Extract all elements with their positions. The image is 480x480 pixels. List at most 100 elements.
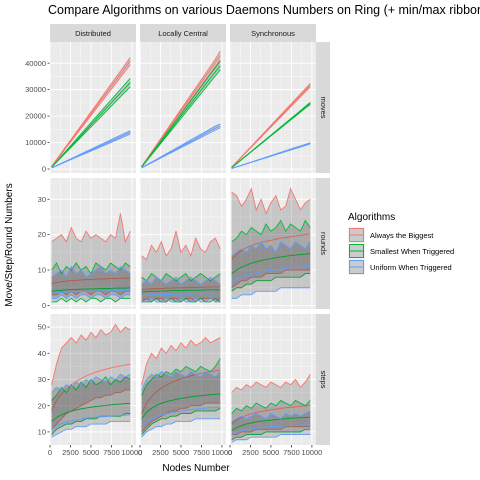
line-mean-smallest-when-triggered	[51, 82, 131, 168]
facet-strip-label: moves	[319, 96, 328, 118]
legend-item-always-the-biggest: Always the Biggest	[348, 227, 434, 243]
line-max-smallest-when-triggered	[231, 399, 311, 414]
line-mean-uniform-when-triggered	[141, 292, 221, 297]
x-tick-label: 7500	[193, 448, 210, 457]
facet-strip-moves: moves	[316, 42, 330, 173]
x-tick-label: 10000	[301, 448, 322, 457]
y-tick-label: 0	[42, 165, 46, 174]
line-max-smallest-when-triggered	[51, 376, 131, 401]
line-mean-always-the-biggest	[231, 233, 311, 260]
line-mean-smallest-when-triggered	[231, 416, 311, 432]
x-tick-label: 2500	[62, 448, 79, 457]
line-min-smallest-when-triggered	[231, 428, 311, 441]
line-mean-uniform-when-triggered	[231, 266, 311, 283]
line-max-uniform-when-triggered	[51, 373, 131, 393]
y-tick-label: 20	[38, 401, 46, 410]
line-max-always-the-biggest	[51, 323, 131, 385]
facet-strip-rounds: rounds	[316, 178, 330, 309]
panel-rounds-locally-central	[139, 178, 226, 309]
line-mean-uniform-when-triggered	[141, 125, 221, 169]
line-max-uniform-when-triggered	[231, 240, 311, 257]
facet-strip-label: Distributed	[75, 29, 111, 38]
line-mean-uniform-when-triggered	[231, 142, 311, 169]
line-mean-smallest-when-triggered	[231, 103, 311, 169]
panel-background	[230, 42, 316, 173]
facet-strip-steps: steps	[316, 314, 330, 445]
line-max-smallest-when-triggered	[141, 60, 221, 168]
y-tick-label: 30000	[25, 85, 46, 94]
y-tick-label: 40000	[25, 59, 46, 68]
line-min-uniform-when-triggered	[231, 287, 311, 299]
panel-moves-locally-central	[139, 42, 226, 173]
line-min-uniform-when-triggered	[141, 297, 221, 303]
line-max-always-the-biggest	[51, 213, 131, 244]
panel-rounds-synchronous	[229, 178, 316, 309]
line-mean-uniform-when-triggered	[231, 424, 311, 435]
x-tick-label: 0	[48, 448, 52, 457]
line-mean-always-the-biggest	[51, 60, 131, 167]
line-min-uniform-when-triggered	[51, 420, 131, 438]
x-axis-title: Nodes Number	[162, 463, 230, 474]
line-max-always-the-biggest	[141, 230, 221, 261]
y-tick-label: 30	[38, 375, 46, 384]
legend: Algorithms Always the Biggest Smallest Wh…	[348, 212, 454, 275]
panel-moves-distributed	[49, 42, 136, 173]
line-max-uniform-when-triggered	[231, 410, 311, 422]
line-mean-smallest-when-triggered	[141, 289, 221, 293]
line-mean-smallest-when-triggered	[51, 402, 131, 422]
line-mean-uniform-when-triggered	[51, 131, 131, 169]
y-tick-label: 10000	[25, 138, 46, 147]
line-mean-always-the-biggest	[231, 404, 311, 425]
line-max-smallest-when-triggered	[231, 219, 311, 243]
line-min-smallest-when-triggered	[141, 407, 221, 435]
facet-strip-label: Locally Central	[158, 29, 208, 38]
x-tick-label: 0	[138, 448, 142, 457]
line-max-uniform-when-triggered	[141, 371, 221, 391]
y-tick-label: 20	[38, 230, 46, 239]
ribbon-always-the-biggest	[51, 324, 131, 430]
facet-strip-distributed: Distributed	[50, 24, 136, 42]
y-tick-label: 10	[38, 428, 46, 437]
line-max-always-the-biggest	[141, 336, 221, 385]
y-tick-label: 50	[38, 323, 46, 332]
ribbon-smallest-when-triggered	[51, 376, 131, 435]
line-min-smallest-when-triggered	[51, 413, 131, 435]
facet-strip-label: rounds	[319, 232, 328, 255]
panel-steps-distributed	[49, 314, 136, 445]
line-max-uniform-when-triggered	[141, 276, 221, 285]
line-max-uniform-when-triggered	[51, 265, 131, 279]
legend-title: Algorithms	[348, 212, 395, 223]
y-tick-label: 20000	[25, 112, 46, 121]
ribbon-always-the-biggest	[231, 374, 311, 435]
legend-label: Smallest When Triggered	[370, 247, 454, 256]
legend-label: Always the Biggest	[370, 231, 434, 240]
line-min-always-the-biggest	[141, 402, 221, 433]
ribbon-uniform-when-triggered	[141, 371, 221, 438]
panel-steps-synchronous	[229, 314, 316, 445]
line-mean-smallest-when-triggered	[141, 65, 221, 168]
line-max-always-the-biggest	[231, 187, 311, 215]
line-mean-smallest-when-triggered	[231, 252, 311, 274]
line-min-uniform-when-triggered	[231, 434, 311, 443]
x-tick-label: 0	[228, 448, 232, 457]
legend-items: Always the Biggest Smallest When Triggere…	[348, 227, 454, 275]
panel-background	[50, 42, 136, 173]
panel-rounds-distributed	[49, 178, 136, 309]
legend-item-smallest-when-triggered: Smallest When Triggered	[348, 243, 454, 259]
line-mean-always-the-biggest	[231, 84, 311, 168]
line-mean-always-the-biggest	[141, 55, 221, 167]
line-min-uniform-when-triggered	[51, 294, 131, 299]
line-max-always-the-biggest	[231, 374, 311, 393]
x-tick-label: 2500	[242, 448, 259, 457]
line-mean-always-the-biggest	[141, 286, 221, 291]
line-mean-always-the-biggest	[51, 277, 131, 284]
ribbon-always-the-biggest	[141, 337, 221, 432]
x-tick-label: 2500	[152, 448, 169, 457]
line-min-smallest-when-triggered	[141, 297, 221, 303]
panel-steps-locally-central	[139, 314, 226, 445]
x-tick-label: 10000	[211, 448, 232, 457]
line-min-always-the-biggest	[51, 290, 131, 296]
line-max-smallest-when-triggered	[141, 272, 221, 282]
facet-strip-synchronous: Synchronous	[230, 24, 316, 42]
